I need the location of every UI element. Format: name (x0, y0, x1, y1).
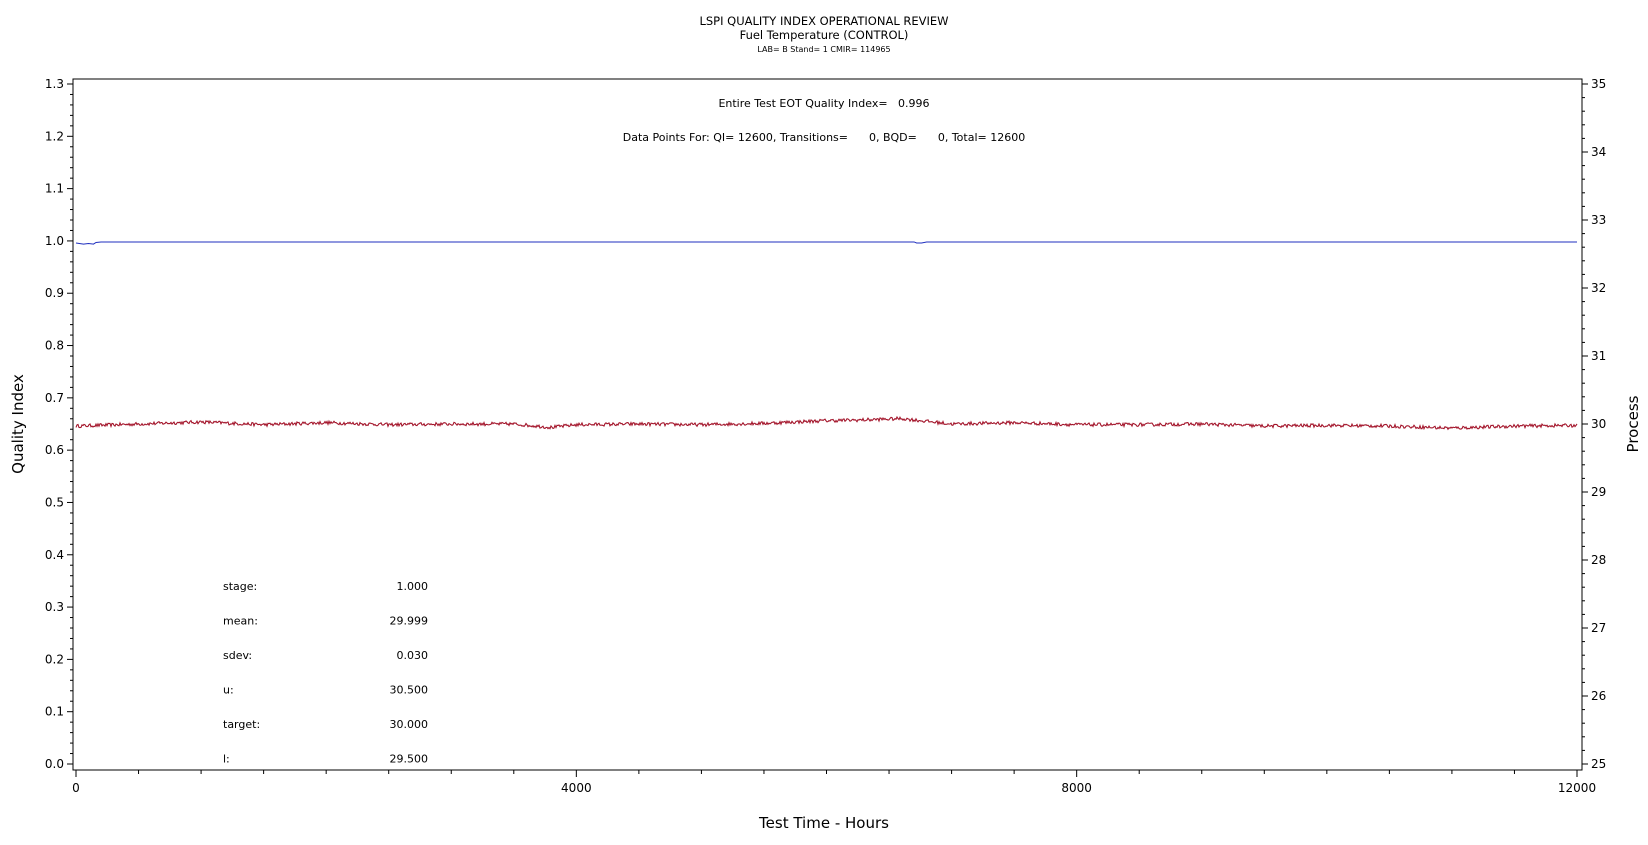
chart-subtitle-ids: LAB= B Stand= 1 CMIR= 114965 (757, 45, 890, 54)
y-tick-label: 0.3 (45, 600, 64, 614)
stat-value: 0.030 (397, 649, 429, 662)
y-tick-label: 1.2 (45, 129, 64, 143)
x-tick-label: 12000 (1558, 781, 1596, 795)
stat-value: 29.500 (390, 753, 429, 766)
x-axis-title: Test Time - Hours (758, 814, 889, 832)
stat-value: 29.999 (390, 615, 429, 628)
right-axis-ticks: 25 26 27 28 29 30 31 32 33 34 35 (1582, 77, 1606, 771)
quality-index-annotation: Entire Test EOT Quality Index= 0.996 (718, 97, 929, 110)
data-points-annotation: Data Points For: QI= 12600, Transitions=… (623, 131, 1025, 144)
y-tick-label: 0.7 (45, 391, 64, 405)
stat-label: stage: (223, 580, 257, 593)
stat-label: target: (223, 718, 260, 731)
y-tick-label: 0.5 (45, 495, 64, 509)
y-tick-label: 0.6 (45, 443, 64, 457)
y2-tick-label: 29 (1591, 485, 1606, 499)
stat-label: sdev: (223, 649, 252, 662)
y-tick-label: 1.1 (45, 182, 64, 196)
y-axis-title: Quality Index (9, 374, 27, 474)
y2-tick-label: 31 (1591, 349, 1606, 363)
y2-tick-label: 27 (1591, 621, 1606, 635)
y-tick-label: 0.4 (45, 548, 64, 562)
y2-tick-label: 34 (1591, 145, 1606, 159)
y-tick-label: 1.0 (45, 234, 64, 248)
y2-tick-label: 32 (1591, 281, 1606, 295)
stats-table: stage: 1.000 mean: 29.999 sdev: 0.030 u: 30.500… (223, 580, 428, 766)
y-tick-label: 0.8 (45, 339, 64, 353)
series-process-line (75, 415, 1578, 431)
stat-value: 30.000 (390, 718, 429, 731)
series-quality-index-line (75, 241, 1577, 245)
y-tick-label: 0.0 (45, 757, 64, 771)
x-axis-ticks: 0 4000 8000 12000 (72, 770, 1596, 795)
plot-frame (72, 78, 1583, 771)
y2-tick-label: 33 (1591, 213, 1606, 227)
y2-tick-label: 28 (1591, 553, 1606, 567)
y2-tick-label: 35 (1591, 77, 1606, 91)
series-layer (75, 241, 1578, 431)
y-tick-label: 0.1 (45, 705, 64, 719)
stat-value: 30.500 (390, 684, 429, 697)
y2-axis-title: Process (1624, 395, 1642, 452)
y-tick-label: 0.9 (45, 286, 64, 300)
stat-label: l: (223, 753, 230, 766)
x-tick-label: 0 (72, 781, 80, 795)
y2-tick-label: 25 (1591, 757, 1606, 771)
stat-label: mean: (223, 615, 258, 628)
y2-tick-label: 30 (1591, 417, 1606, 431)
y-tick-label: 1.3 (45, 77, 64, 91)
y2-tick-label: 26 (1591, 689, 1606, 703)
stat-value: 1.000 (397, 580, 429, 593)
chart-subtitle: Fuel Temperature (CONTROL) (740, 28, 909, 42)
x-tick-label: 8000 (1061, 781, 1092, 795)
left-axis-ticks: 0.0 0.1 0.2 0.3 0.4 0.5 0.6 0.7 0.8 0.9 1.0 1.1 1.2 1… (45, 77, 73, 771)
x-tick-label: 4000 (561, 781, 592, 795)
y-tick-label: 0.2 (45, 652, 64, 666)
stat-label: u: (223, 684, 234, 697)
chart-title: LSPI QUALITY INDEX OPERATIONAL REVIEW (699, 14, 948, 28)
